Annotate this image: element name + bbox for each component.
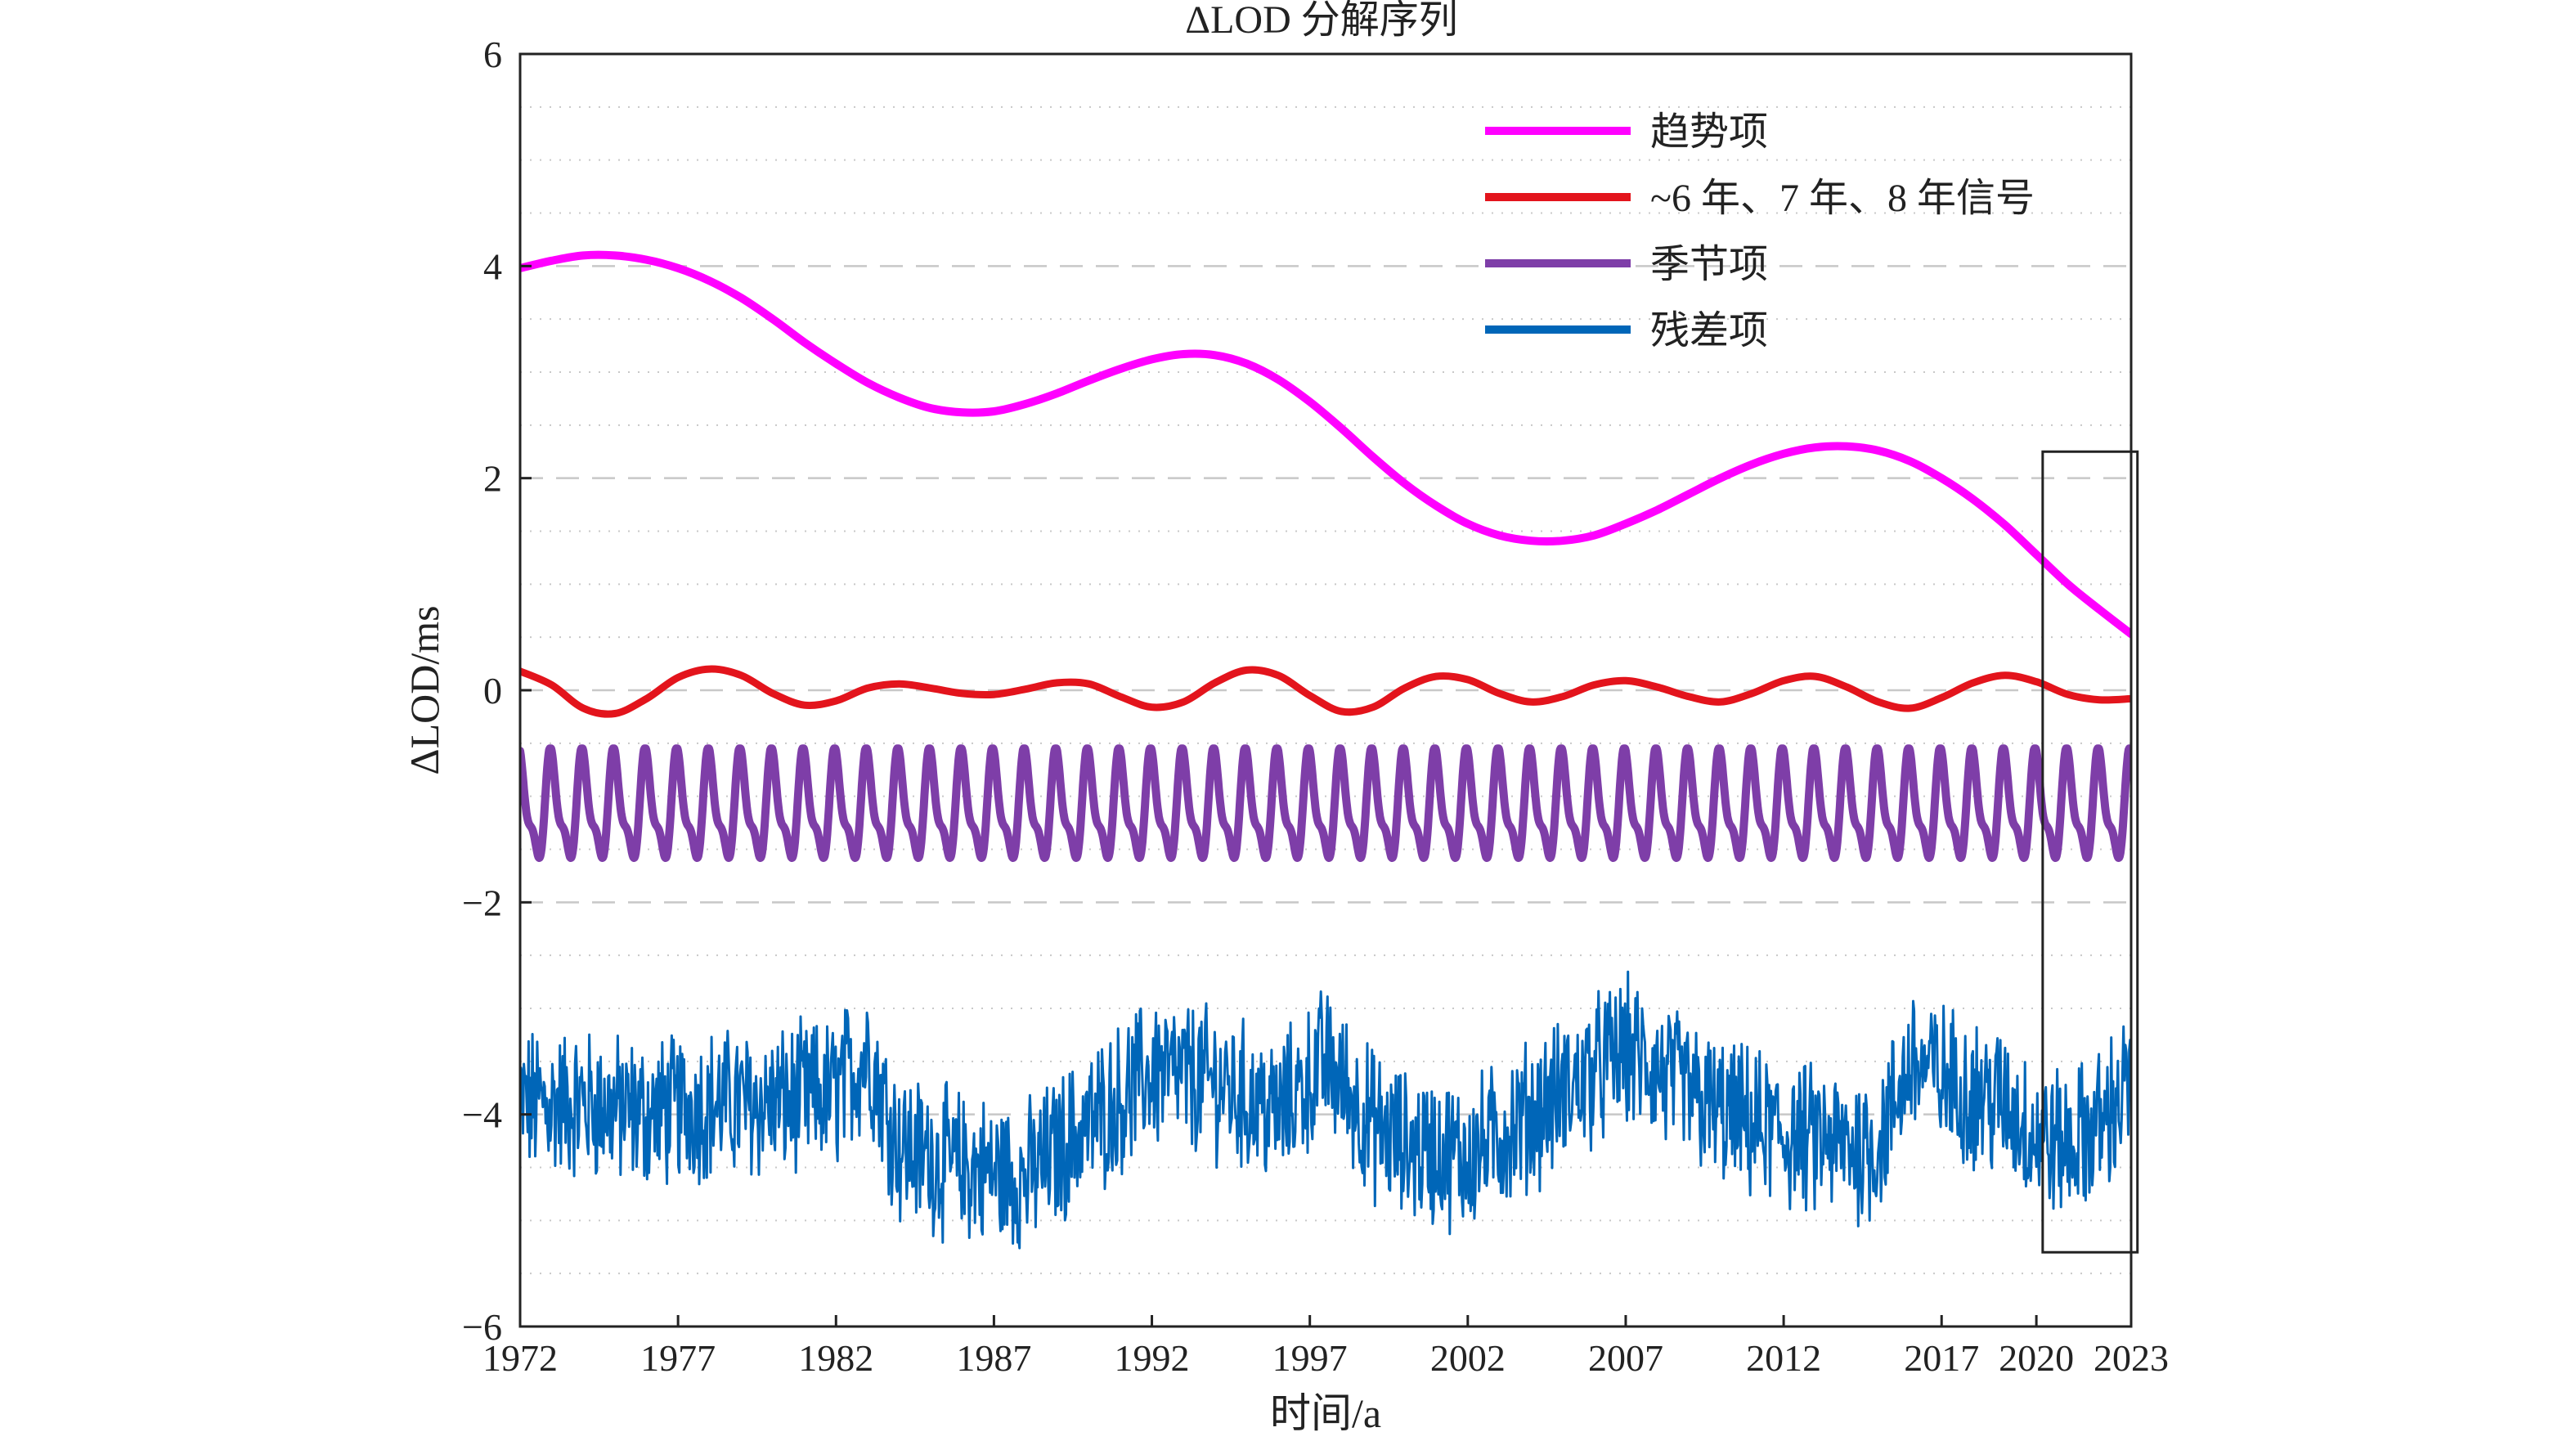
legend-label: 残差项 bbox=[1650, 309, 1768, 352]
x-tick-label: 2012 bbox=[1746, 1337, 1821, 1379]
highlight-box bbox=[2041, 450, 2139, 1254]
x-tick-label: 1977 bbox=[640, 1337, 716, 1379]
series-line bbox=[520, 250, 2131, 639]
legend-label: 趋势项 bbox=[1650, 110, 1768, 154]
x-tick-label: 2017 bbox=[1904, 1337, 1979, 1379]
y-axis-title: ΔLOD/ms bbox=[402, 605, 447, 774]
y-axis: −6 −4 −2 0 2 4 6 bbox=[462, 34, 532, 1348]
y-tick-label: 0 bbox=[483, 670, 502, 712]
y-tick-label: 6 bbox=[483, 34, 502, 75]
legend-label: 季节项 bbox=[1650, 243, 1768, 286]
series-line bbox=[520, 744, 2131, 862]
x-axis: 1972 1977 1982 1987 1992 1997 2002 2007 2012 2017… bbox=[482, 1315, 2169, 1379]
x-axis-title: 时间/a bbox=[1270, 1390, 1381, 1436]
x-tick-label: 2002 bbox=[1430, 1337, 1506, 1379]
x-tick-label: 1987 bbox=[956, 1337, 1031, 1379]
y-tick-label: 4 bbox=[483, 245, 502, 287]
series-line bbox=[520, 665, 2131, 718]
y-tick-label: 2 bbox=[483, 458, 502, 500]
x-tick-label: 1982 bbox=[798, 1337, 873, 1379]
chart-title: ΔLOD 分解序列 bbox=[1185, 0, 1458, 42]
x-tick-label: 2020 bbox=[1999, 1337, 2074, 1379]
series-line bbox=[520, 970, 2131, 1250]
x-tick-label: 1972 bbox=[482, 1337, 558, 1379]
y-tick-label: −2 bbox=[462, 882, 502, 923]
series-layer bbox=[520, 250, 2131, 1250]
x-tick-label: 1997 bbox=[1272, 1337, 1348, 1379]
x-tick-label: 1992 bbox=[1115, 1337, 1190, 1379]
y-tick-label: −4 bbox=[462, 1094, 502, 1136]
y-tick-label: −6 bbox=[462, 1306, 502, 1348]
x-tick-label: 2023 bbox=[2094, 1337, 2169, 1379]
x-tick-label: 2007 bbox=[1588, 1337, 1663, 1379]
legend-label: ~6 年、7 年、8 年信号 bbox=[1650, 177, 2035, 220]
